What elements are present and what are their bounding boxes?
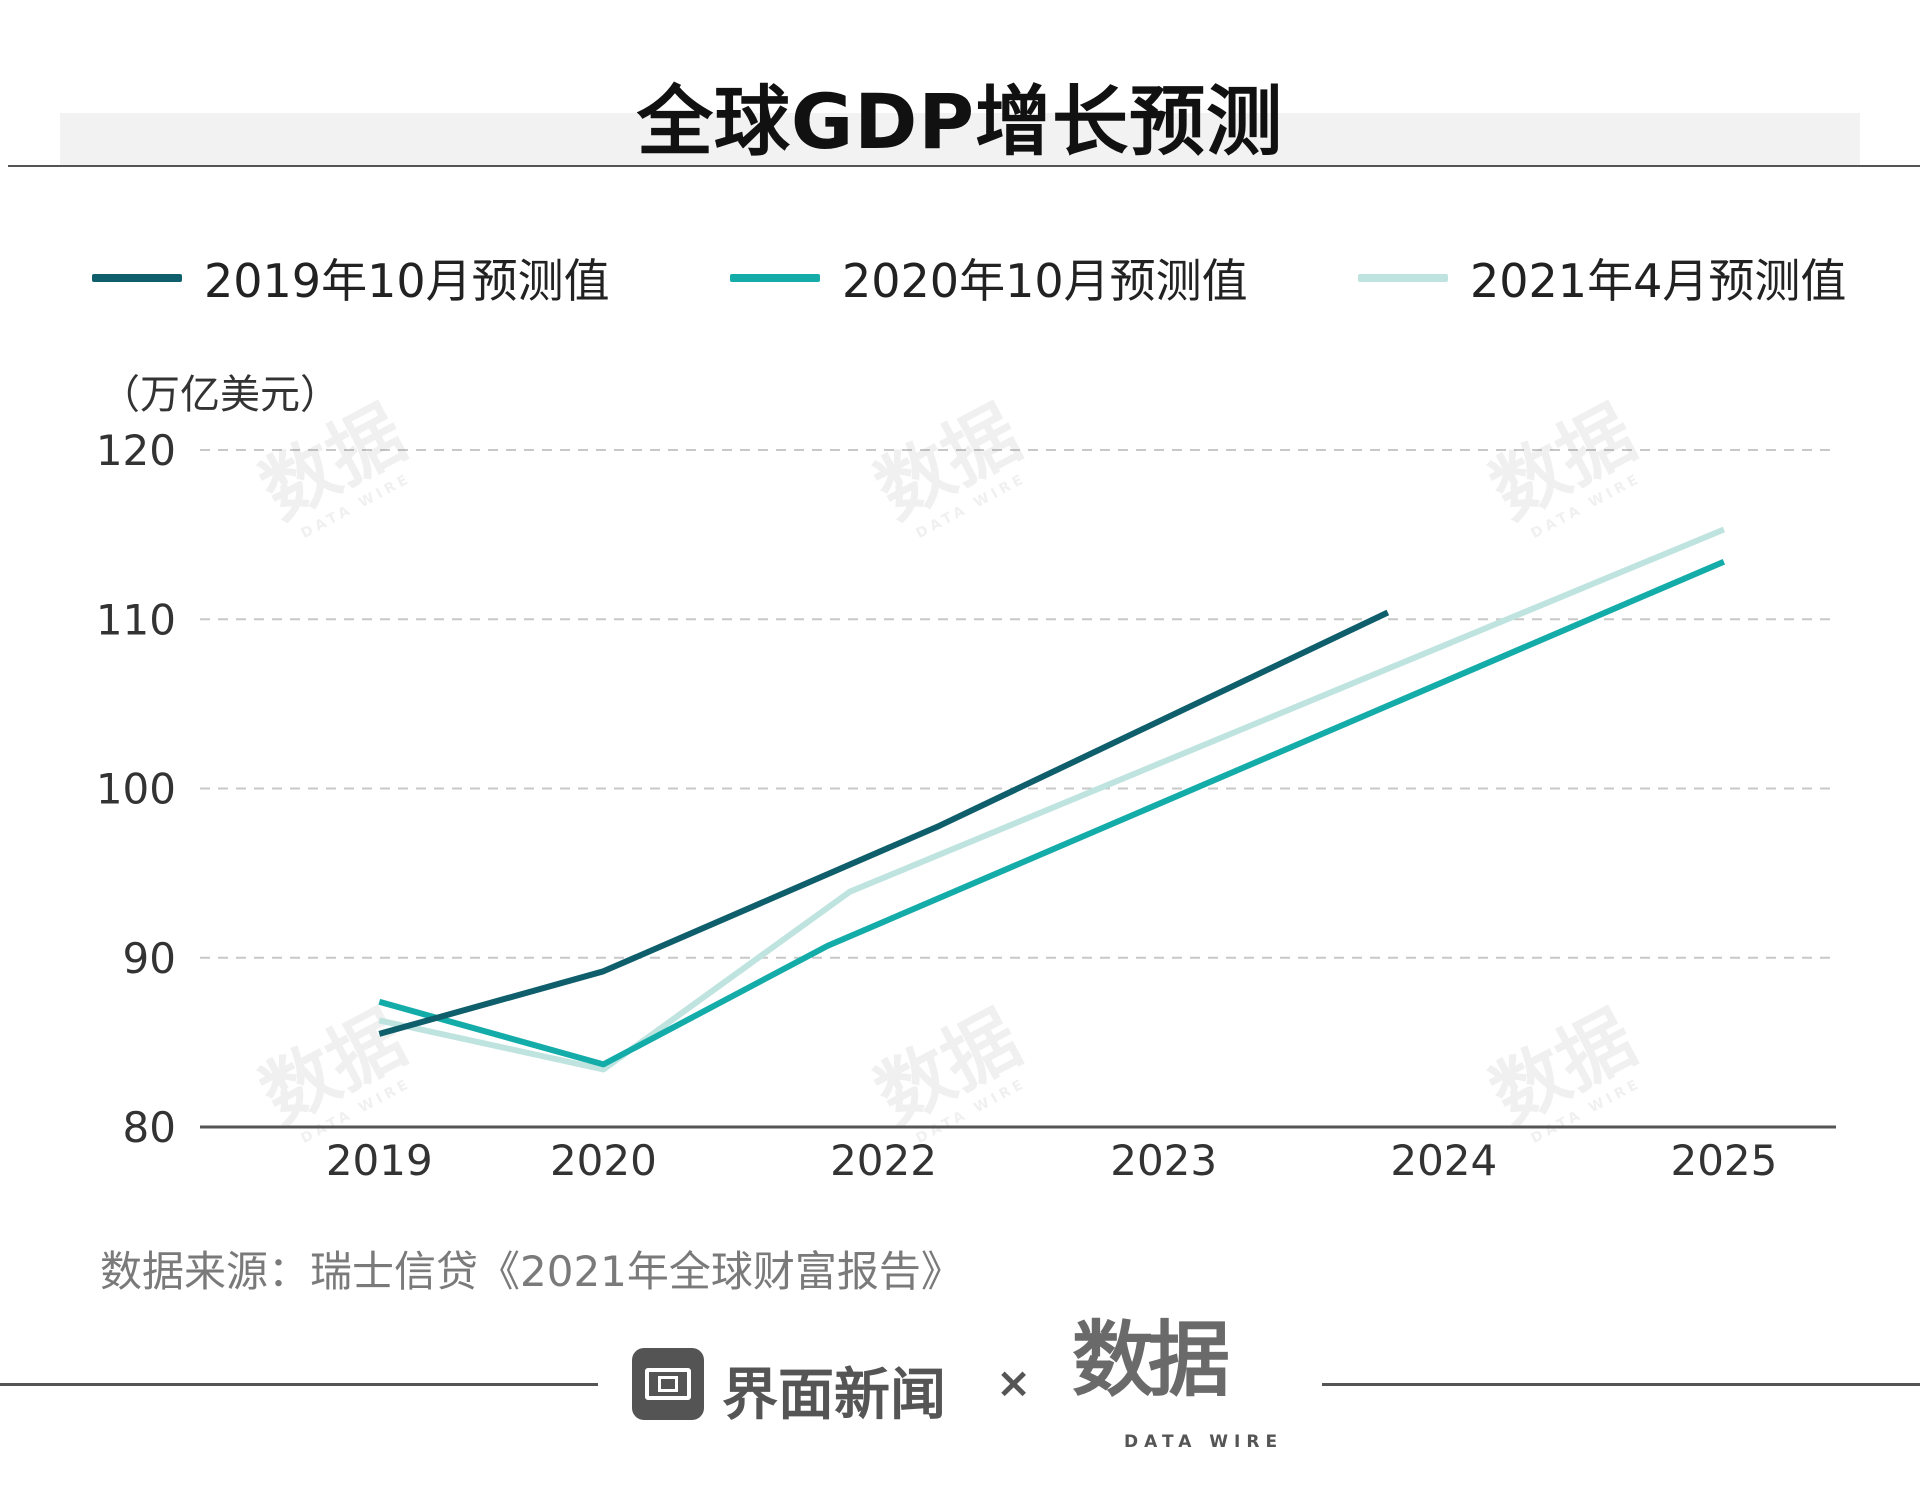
legend-item-2019-forecast: 2019年10月预测值: [92, 248, 610, 308]
y-tick-label: 120: [96, 426, 176, 475]
legend-swatch: [1358, 274, 1448, 282]
x-tick-label: 2023: [1110, 1136, 1217, 1185]
title-rule: [8, 165, 1920, 167]
series-line-2: [378, 526, 1726, 1073]
x-tick-label: 2022: [830, 1136, 937, 1185]
grid-lines: [200, 449, 1836, 959]
y-tick-label: 80: [123, 1103, 176, 1152]
y-tick-label: 110: [96, 595, 176, 644]
y-tick-label: 90: [123, 934, 176, 983]
data-wire-subtitle: DATA WIRE: [1124, 1432, 1284, 1452]
legend-item-2020-forecast: 2020年10月预测值: [730, 248, 1248, 308]
legend-label: 2020年10月预测值: [842, 254, 1248, 308]
x-tick-label: 2019: [326, 1136, 433, 1185]
footer-rule-left: [0, 1383, 598, 1386]
y-axis-label: （万亿美元）: [100, 372, 340, 418]
x-tick-label: 2025: [1670, 1136, 1777, 1185]
legend-swatch: [730, 274, 820, 282]
legend-label: 2019年10月预测值: [204, 254, 610, 308]
legend-item-2021-forecast: 2021年4月预测值: [1358, 248, 1846, 308]
y-tick-label: 100: [96, 765, 176, 814]
axes: （万亿美元） 80 90 100 110 120 2019 2020 2022 2023 2024 2…: [96, 372, 1836, 1185]
x-tick-label: 2024: [1390, 1136, 1497, 1185]
page-title: 全球GDP增长预测: [636, 77, 1284, 166]
brand-name: 界面新闻: [722, 1363, 946, 1428]
legend-label: 2021年4月预测值: [1470, 254, 1847, 308]
series-lines: [378, 526, 1726, 1073]
footer-rule-right: [1322, 1383, 1920, 1386]
data-wire-logo: 数据: [1072, 1313, 1230, 1408]
series-line-0: [378, 609, 1390, 1037]
jiemian-logo-icon: [632, 1348, 704, 1420]
series-line-1: [378, 558, 1726, 1068]
source-note: 数据来源：瑞士信贷《2021年全球财富报告》: [100, 1247, 963, 1296]
x-tick-label: 2020: [550, 1136, 657, 1185]
legend-swatch: [92, 274, 182, 282]
title-band: [60, 113, 1860, 165]
times-sign: ×: [996, 1358, 1032, 1407]
